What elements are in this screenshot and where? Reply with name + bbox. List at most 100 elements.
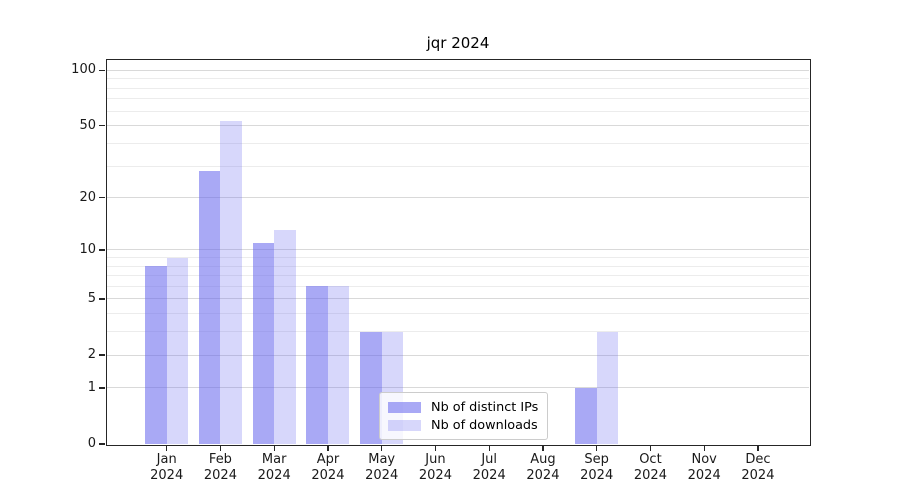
x-tick-label-mar: Mar 2024	[242, 452, 306, 483]
y-tick-label: 10	[79, 241, 96, 257]
y-tick-label: 0	[87, 436, 96, 451]
minor-gridline	[107, 110, 809, 112]
major-gridline	[107, 125, 809, 127]
minor-gridline	[107, 265, 809, 267]
x-tick-year: 2024	[580, 467, 614, 483]
bar-nb-of-downloads-sep	[596, 331, 619, 444]
bar-nb-of-distinct-ips-jan	[145, 266, 167, 444]
y-tick-mark	[99, 69, 105, 72]
legend-label: Nb of distinct IPs	[431, 399, 539, 415]
minor-gridline	[107, 142, 809, 144]
legend-item: Nb of distinct IPs	[388, 398, 538, 416]
legend-item: Nb of downloads	[388, 416, 538, 434]
x-tick-label-jul: Jul 2024	[457, 452, 521, 483]
bar-nb-of-downloads-apr	[327, 286, 350, 444]
x-tick-mark	[596, 445, 598, 451]
minor-gridline	[107, 98, 809, 100]
x-tick-month: Oct	[639, 452, 662, 467]
x-tick-year: 2024	[687, 467, 721, 483]
y-tick-mark	[99, 298, 105, 300]
x-tick-month: Aug	[530, 452, 556, 467]
minor-gridline	[107, 275, 809, 277]
minor-gridline	[107, 87, 809, 89]
y-tick-mark	[99, 354, 105, 356]
x-tick-mark	[542, 445, 544, 451]
minor-gridline	[107, 78, 809, 80]
major-gridline	[107, 387, 809, 389]
minor-gridline	[107, 331, 809, 333]
x-tick-month: Jan	[156, 452, 177, 467]
x-tick-mark	[757, 445, 759, 451]
x-tick-month: Jun	[425, 452, 446, 467]
x-tick-year: 2024	[472, 467, 506, 483]
y-tick-mark	[99, 443, 105, 445]
x-tick-year: 2024	[150, 467, 184, 483]
x-tick-mark	[273, 445, 275, 451]
minor-gridline	[107, 257, 809, 259]
x-tick-year: 2024	[365, 467, 399, 483]
x-tick-mark	[219, 445, 222, 451]
x-tick-year: 2024	[418, 467, 452, 483]
bar-nb-of-distinct-ips-mar	[252, 242, 275, 444]
legend: Nb of distinct IPs Nb of downloads	[379, 392, 549, 440]
x-tick-mark	[166, 445, 168, 451]
bar-nb-of-downloads-jan	[166, 257, 189, 444]
x-tick-month: Feb	[208, 452, 232, 467]
x-tick-mark	[434, 445, 437, 451]
bar-nb-of-downloads-feb	[220, 121, 242, 444]
major-gridline	[107, 354, 809, 356]
y-tick-label: 5	[87, 290, 96, 306]
major-gridline	[107, 69, 809, 71]
x-tick-label-nov: Nov 2024	[672, 452, 736, 483]
legend-label: Nb of downloads	[431, 417, 538, 433]
x-tick-month: Apr	[316, 452, 340, 467]
minor-gridline	[107, 285, 809, 287]
y-tick-mark	[99, 387, 105, 389]
minor-gridline	[107, 165, 809, 167]
x-tick-label-jun: Jun 2024	[403, 452, 467, 483]
y-tick-label: 20	[79, 189, 96, 205]
y-tick-label: 1	[87, 379, 96, 395]
y-tick-mark	[99, 249, 105, 251]
x-tick-label-sep: Sep 2024	[565, 452, 629, 483]
x-tick-mark	[327, 445, 329, 451]
y-tick-label: 50	[79, 117, 96, 133]
major-gridline	[107, 249, 809, 251]
y-tick-label: 2	[87, 347, 96, 363]
bar-nb-of-downloads-mar	[274, 230, 296, 444]
x-tick-month: May	[368, 452, 396, 467]
x-tick-year: 2024	[257, 467, 291, 483]
legend-swatch	[388, 401, 421, 413]
x-tick-year: 2024	[203, 467, 237, 483]
major-gridline	[107, 298, 809, 300]
x-tick-year: 2024	[526, 467, 560, 483]
x-tick-mark	[703, 445, 705, 451]
x-tick-year: 2024	[311, 467, 345, 483]
x-tick-mark	[488, 445, 490, 451]
bar-nb-of-distinct-ips-feb	[198, 171, 221, 444]
x-tick-mark	[649, 445, 652, 451]
x-tick-label-apr: Apr 2024	[296, 452, 360, 483]
major-gridline	[107, 197, 809, 199]
x-tick-month: Sep	[584, 452, 609, 467]
bar-nb-of-distinct-ips-sep	[575, 387, 597, 444]
legend-swatch	[388, 419, 421, 431]
minor-gridline	[107, 313, 809, 315]
y-tick-mark	[99, 196, 105, 199]
x-tick-label-dec: Dec 2024	[726, 452, 790, 483]
x-tick-mark	[381, 445, 383, 451]
x-tick-month: Jul	[481, 452, 498, 467]
bar-nb-of-distinct-ips-may	[360, 331, 382, 444]
chart-title: jqr 2024	[426, 34, 490, 52]
bar-nb-of-distinct-ips-apr	[306, 286, 328, 444]
y-tick-label: 100	[71, 62, 96, 78]
x-tick-label-jan: Jan 2024	[135, 452, 199, 483]
x-tick-year: 2024	[741, 467, 775, 483]
x-tick-month: Nov	[691, 452, 717, 467]
x-tick-month: Dec	[745, 452, 771, 467]
y-tick-mark	[99, 125, 105, 127]
x-tick-year: 2024	[633, 467, 667, 483]
x-tick-month: Mar	[261, 452, 287, 467]
x-tick-label-aug: Aug 2024	[511, 452, 575, 483]
